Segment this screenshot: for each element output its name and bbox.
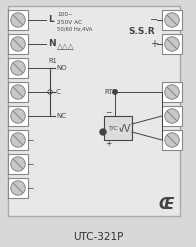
Circle shape bbox=[11, 85, 25, 99]
Text: 250V AC: 250V AC bbox=[57, 20, 82, 24]
Circle shape bbox=[11, 181, 25, 195]
Circle shape bbox=[165, 13, 179, 27]
Circle shape bbox=[11, 157, 25, 171]
Text: T/C: T/C bbox=[108, 125, 118, 130]
Circle shape bbox=[11, 13, 25, 27]
Circle shape bbox=[11, 61, 25, 75]
Text: C: C bbox=[159, 197, 170, 211]
Text: −: − bbox=[105, 108, 111, 118]
Text: 50/60 Hz,4VA: 50/60 Hz,4VA bbox=[57, 26, 92, 32]
Text: E: E bbox=[164, 197, 174, 211]
Circle shape bbox=[165, 85, 179, 99]
Bar bbox=[8, 106, 28, 126]
Circle shape bbox=[165, 37, 179, 51]
Circle shape bbox=[113, 90, 117, 94]
Bar bbox=[104, 116, 132, 140]
Text: −: − bbox=[150, 15, 158, 25]
Circle shape bbox=[11, 37, 25, 51]
Text: N: N bbox=[48, 40, 56, 48]
Bar bbox=[162, 106, 182, 126]
Circle shape bbox=[11, 109, 25, 123]
Text: +: + bbox=[150, 39, 158, 49]
Bar bbox=[162, 10, 182, 30]
Bar bbox=[8, 178, 28, 198]
Text: +: + bbox=[105, 139, 111, 147]
Text: S.S.R: S.S.R bbox=[129, 27, 155, 37]
Circle shape bbox=[100, 129, 106, 135]
Circle shape bbox=[165, 133, 179, 147]
Bar bbox=[8, 10, 28, 30]
Bar bbox=[8, 82, 28, 102]
Text: L: L bbox=[48, 16, 54, 24]
Bar bbox=[8, 6, 180, 216]
Circle shape bbox=[48, 90, 52, 94]
Text: UTC-321P: UTC-321P bbox=[73, 232, 123, 242]
Bar bbox=[8, 130, 28, 150]
Bar bbox=[8, 154, 28, 174]
Text: RTD: RTD bbox=[104, 89, 118, 95]
Text: △△△: △△△ bbox=[57, 42, 75, 52]
Bar bbox=[8, 58, 28, 78]
Bar bbox=[162, 130, 182, 150]
Text: R1: R1 bbox=[48, 58, 57, 64]
Circle shape bbox=[165, 109, 179, 123]
Text: NO: NO bbox=[56, 65, 67, 71]
Bar bbox=[8, 34, 28, 54]
Bar bbox=[162, 82, 182, 102]
Circle shape bbox=[11, 133, 25, 147]
Text: C: C bbox=[56, 89, 61, 95]
Text: NC: NC bbox=[56, 113, 66, 119]
Text: 100~: 100~ bbox=[57, 13, 73, 18]
Bar bbox=[162, 34, 182, 54]
